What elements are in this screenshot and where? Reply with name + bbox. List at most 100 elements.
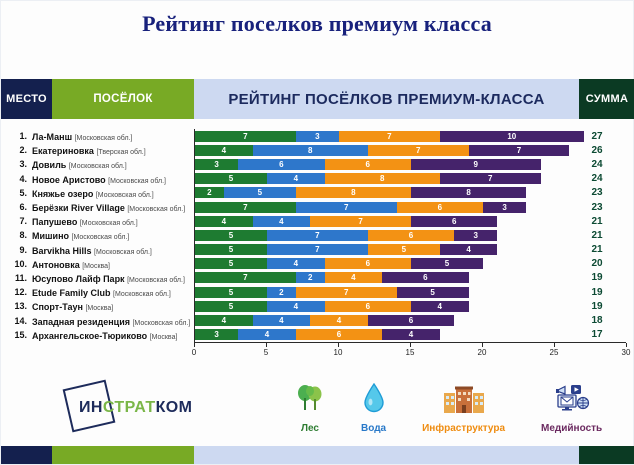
chart-row: 2. Екатериновка [Тверская обл.] 4 8 7 7 26 bbox=[1, 143, 634, 158]
row-label: Спорт-Таун [Москва] bbox=[27, 297, 194, 315]
village-name: Etude Family Club bbox=[32, 288, 114, 299]
axis-tick bbox=[410, 343, 411, 347]
axis-tick-label: 5 bbox=[263, 348, 269, 357]
axis-tick bbox=[338, 343, 339, 347]
bar-segment-Вода: 2 bbox=[267, 286, 296, 298]
chart-row: 1. Ла-Манш [Московская обл.] 7 3 7 10 27 bbox=[1, 127, 634, 145]
bar-segment-Медийность: 8 bbox=[410, 187, 527, 199]
axis-tick bbox=[626, 343, 627, 347]
logo-text-part: СТРАТ bbox=[102, 399, 156, 416]
axis-tick-label: 15 bbox=[405, 348, 415, 357]
bar-segment-Медийность: 4 bbox=[382, 329, 440, 341]
bar-segment-Лес: 4 bbox=[195, 144, 253, 156]
legend-item-infrastructure: Инфраструктура bbox=[422, 383, 505, 434]
row-sum: 23 bbox=[591, 201, 603, 213]
bar-segment-Инфраструктура: 6 bbox=[396, 201, 483, 213]
village-region: [Московская обл.] bbox=[127, 206, 186, 214]
logo-text-part: КОМ bbox=[155, 399, 193, 416]
water-drop-icon bbox=[362, 382, 386, 418]
bar-segment-Инфраструктура: 5 bbox=[367, 244, 440, 256]
strip-segment-green bbox=[52, 446, 194, 464]
village-region: [Московская обл.] bbox=[95, 191, 154, 199]
bar-segment-Инфраструктура: 6 bbox=[324, 158, 411, 170]
buildings-icon bbox=[443, 383, 485, 418]
bar-segment-Инфраструктура: 7 bbox=[338, 130, 440, 142]
row-label: Довиль [Московская обл.] bbox=[27, 155, 194, 173]
village-name: Спорт-Таун bbox=[32, 302, 86, 313]
logo-text-part: ИН bbox=[79, 399, 103, 416]
column-header-place: МЕСТО bbox=[1, 79, 52, 119]
row-sum: 17 bbox=[591, 329, 603, 341]
logo: ИНСТРАТКОМ bbox=[62, 379, 223, 434]
bar-segment-Инфраструктура: 8 bbox=[295, 187, 411, 199]
bar-segment-Медийность: 5 bbox=[410, 258, 483, 270]
axis-tick bbox=[554, 343, 555, 347]
page-title: Рейтинг поселков премиум класса bbox=[142, 11, 492, 36]
village-region: [Московская обл.] bbox=[113, 291, 171, 299]
strip-segment-navy bbox=[1, 446, 52, 464]
bar-segment-Вода: 3 bbox=[295, 130, 339, 142]
bar-segment-Вода: 4 bbox=[267, 300, 325, 312]
chart-row: 8. Мишино [Московская обл.] 5 7 6 3 21 bbox=[1, 226, 634, 244]
village-name: Антоновка bbox=[32, 259, 83, 270]
chart-row: 5. Княжье озеро [Московская обл.] 2 5 8 8 23 bbox=[1, 184, 634, 202]
village-region: [Московская обл.] bbox=[79, 220, 138, 228]
row-label: Княжье озеро [Московская обл.] bbox=[27, 184, 194, 202]
bar-segment-Инфраструктура: 6 bbox=[295, 329, 383, 341]
forest-icon bbox=[295, 383, 325, 418]
bar-segment-Медийность: 6 bbox=[410, 215, 498, 227]
row-plot: 7 3 7 10 bbox=[194, 129, 626, 144]
village-region: [Московская обл.] bbox=[71, 234, 130, 242]
village-name: Архангельское-Тюриково bbox=[32, 330, 150, 341]
bar-segment-Лес: 5 bbox=[195, 173, 267, 185]
bar-segment-Инфраструктура: 4 bbox=[324, 272, 383, 284]
bar-segment-Лес: 7 bbox=[195, 201, 296, 213]
row-rank: 14. bbox=[14, 315, 27, 326]
bar-segment-Медийность: 10 bbox=[439, 130, 584, 142]
stacked-bar: 7 3 7 10 bbox=[195, 130, 584, 142]
bar-segment-Медийность: 3 bbox=[454, 229, 498, 241]
village-region: [Московская обл.] bbox=[94, 248, 152, 256]
row-sum: 19 bbox=[591, 300, 603, 312]
row-label: Мишино [Московская обл.] bbox=[27, 226, 194, 244]
column-header-sum: СУММА bbox=[579, 79, 634, 119]
legend-item-media: Медийность bbox=[541, 383, 602, 434]
row-rank: 12. bbox=[14, 287, 27, 298]
row-rank: 8. bbox=[19, 230, 27, 241]
row-rank: 5. bbox=[19, 187, 27, 198]
row-rank: 4. bbox=[19, 173, 27, 184]
column-header-village: ПОСЁЛОК bbox=[52, 79, 194, 119]
bar-segment-Вода: 5 bbox=[223, 187, 296, 199]
bar-segment-Медийность: 9 bbox=[410, 158, 541, 170]
row-label: Юсупово Лайф Парк [Московская обл.] bbox=[27, 269, 194, 287]
bar-segment-Медийность: 4 bbox=[410, 300, 469, 312]
row-label: Ла-Манш [Московская обл.] bbox=[27, 127, 194, 145]
village-name: Довиль bbox=[32, 160, 69, 171]
row-sum: 23 bbox=[591, 187, 603, 199]
row-label: Западная резиденция [Московская обл.] bbox=[27, 312, 194, 330]
village-region: [Московская обл.] bbox=[132, 319, 191, 327]
bar-segment-Вода: 4 bbox=[252, 215, 311, 227]
x-axis: 0 5 10 15 20 25 30 bbox=[192, 342, 630, 361]
legend-item-water: Вода bbox=[361, 382, 386, 434]
row-sum: 24 bbox=[591, 173, 603, 185]
row-sum: 21 bbox=[591, 215, 603, 227]
chart-row: 3. Довиль [Московская обл.] 3 6 6 9 24 bbox=[1, 155, 634, 173]
strip-segment-lightblue bbox=[194, 446, 579, 464]
chart-row: 4. Новое Аристово [Московская обл.] 5 4 8 7 24 bbox=[1, 171, 634, 186]
bar-segment-Инфраструктура: 6 bbox=[367, 229, 455, 241]
bar-segment-Вода: 4 bbox=[267, 258, 325, 270]
chart-row: 15. Архангельское-Тюриково [Москва] 3 4 6 4 17 bbox=[1, 327, 634, 342]
bar-segment-Вода: 4 bbox=[267, 173, 325, 185]
